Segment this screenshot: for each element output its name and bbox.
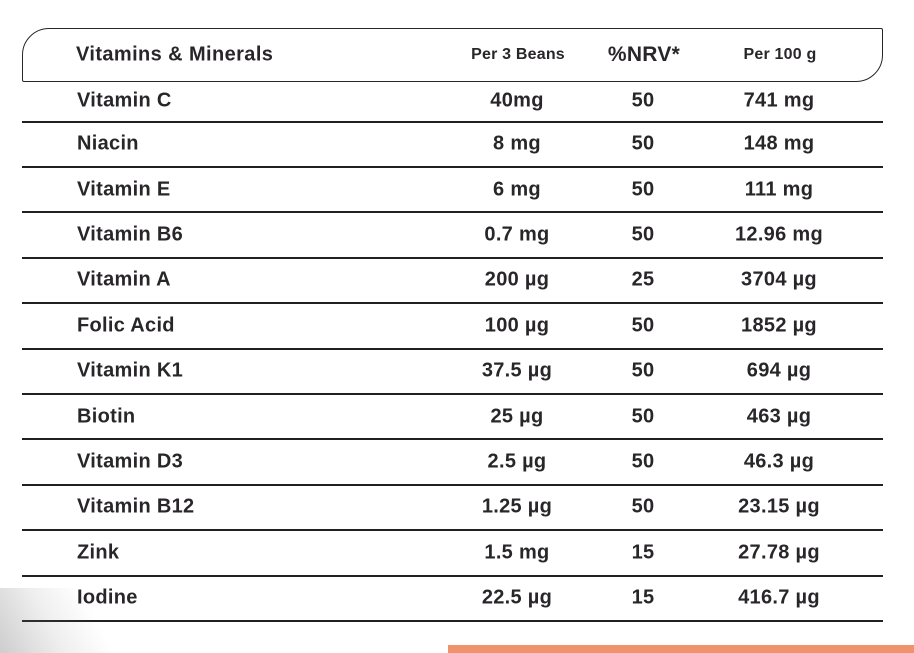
- nutrient-name: Folic Acid: [77, 314, 175, 337]
- nutrient-per-100g: 463 µg: [746, 405, 812, 428]
- table-row: Biotin 25 µg 50 463 µg: [22, 395, 883, 441]
- nutrient-name: Vitamin D3: [77, 450, 183, 473]
- nutrient-per-100g: 694 µg: [746, 359, 812, 382]
- table-row: Vitamin E 6 mg 50 111 mg: [22, 168, 883, 214]
- nutrient-per-3-beans: 1.5 mg: [484, 541, 550, 564]
- nutrient-nrv-percent: 50: [631, 495, 655, 518]
- nutrient-per-3-beans: 2.5 µg: [487, 450, 547, 473]
- header-nrv: %NRV*: [607, 43, 681, 66]
- table-body: Vitamin C 40mg 50 741 mg Niacin 8 mg 50 …: [22, 82, 883, 622]
- nutrient-name: Biotin: [77, 405, 136, 428]
- nutrient-per-100g: 148 mg: [743, 132, 815, 155]
- nutrient-name: Iodine: [77, 586, 138, 609]
- nutrient-nrv-percent: 50: [631, 89, 655, 112]
- nutrient-per-3-beans: 25 µg: [490, 405, 544, 428]
- nutrient-per-3-beans: 100 µg: [484, 314, 550, 337]
- table-row: Vitamin A 200 µg 25 3704 µg: [22, 259, 883, 305]
- nutrient-per-100g: 1852 µg: [741, 314, 817, 337]
- table-row: Vitamin C 40mg 50 741 mg: [22, 82, 883, 123]
- table-row: Niacin 8 mg 50 148 mg: [22, 123, 883, 168]
- nutrient-name: Vitamin B12: [77, 495, 195, 518]
- nutrient-per-3-beans: 200 µg: [484, 268, 550, 291]
- orange-accent-bar: [448, 645, 914, 653]
- table-row: Zink 1.5 mg 15 27.78 µg: [22, 531, 883, 577]
- nutrient-nrv-percent: 50: [631, 223, 655, 246]
- nutrient-per-3-beans: 22.5 µg: [481, 586, 553, 609]
- header-per-3-beans: Per 3 Beans: [471, 46, 565, 63]
- table-row: Vitamin K1 37.5 µg 50 694 µg: [22, 350, 883, 395]
- nutrient-name: Niacin: [77, 132, 139, 155]
- table-row: Folic Acid 100 µg 50 1852 µg: [22, 304, 883, 350]
- nutrient-name: Vitamin E: [77, 178, 171, 201]
- table-row: Iodine 22.5 µg 15 416.7 µg: [22, 577, 883, 622]
- nutrient-nrv-percent: 15: [631, 586, 655, 609]
- nutrient-per-3-beans: 0.7 mg: [484, 223, 550, 246]
- nutrient-nrv-percent: 50: [631, 314, 655, 337]
- nutrient-nrv-percent: 50: [631, 132, 655, 155]
- nutrient-per-100g: 3704 µg: [741, 268, 817, 291]
- table-header: Vitamins & Minerals Per 3 Beans %NRV* Pe…: [22, 28, 883, 82]
- table-row: Vitamin D3 2.5 µg 50 46.3 µg: [22, 440, 883, 486]
- header-vitamins-minerals: Vitamins & Minerals: [76, 43, 274, 66]
- nutrient-per-100g: 27.78 µg: [738, 541, 820, 564]
- nutrient-per-100g: 111 mg: [744, 178, 814, 201]
- nutrient-nrv-percent: 50: [631, 359, 655, 382]
- header-per-100g: Per 100 g: [743, 46, 817, 63]
- nutrient-name: Vitamin K1: [77, 359, 183, 382]
- nutrient-per-100g: 416.7 µg: [738, 586, 820, 609]
- table-row: Vitamin B12 1.25 µg 50 23.15 µg: [22, 486, 883, 532]
- nutrient-name: Vitamin C: [77, 89, 172, 112]
- nutrient-per-3-beans: 8 mg: [493, 132, 541, 155]
- nutrient-per-100g: 12.96 mg: [734, 223, 823, 246]
- nutrient-nrv-percent: 50: [631, 178, 655, 201]
- nutrient-nrv-percent: 50: [631, 405, 655, 428]
- nutrient-nrv-percent: 15: [631, 541, 655, 564]
- nutrient-per-3-beans: 40mg: [490, 89, 544, 112]
- table-row: Vitamin B6 0.7 mg 50 12.96 mg: [22, 213, 883, 259]
- nutrient-per-100g: 23.15 µg: [738, 495, 820, 518]
- nutrient-per-3-beans: 6 mg: [493, 178, 541, 201]
- nutrient-per-100g: 741 mg: [743, 89, 815, 112]
- nutrient-nrv-percent: 25: [631, 268, 655, 291]
- nutrient-per-100g: 46.3 µg: [743, 450, 815, 473]
- nutrient-name: Zink: [77, 541, 120, 564]
- nutrient-nrv-percent: 50: [631, 450, 655, 473]
- nutrient-name: Vitamin A: [77, 268, 171, 291]
- nutrient-per-3-beans: 1.25 µg: [481, 495, 553, 518]
- nutrient-name: Vitamin B6: [77, 223, 183, 246]
- nutrient-per-3-beans: 37.5 µg: [481, 359, 553, 382]
